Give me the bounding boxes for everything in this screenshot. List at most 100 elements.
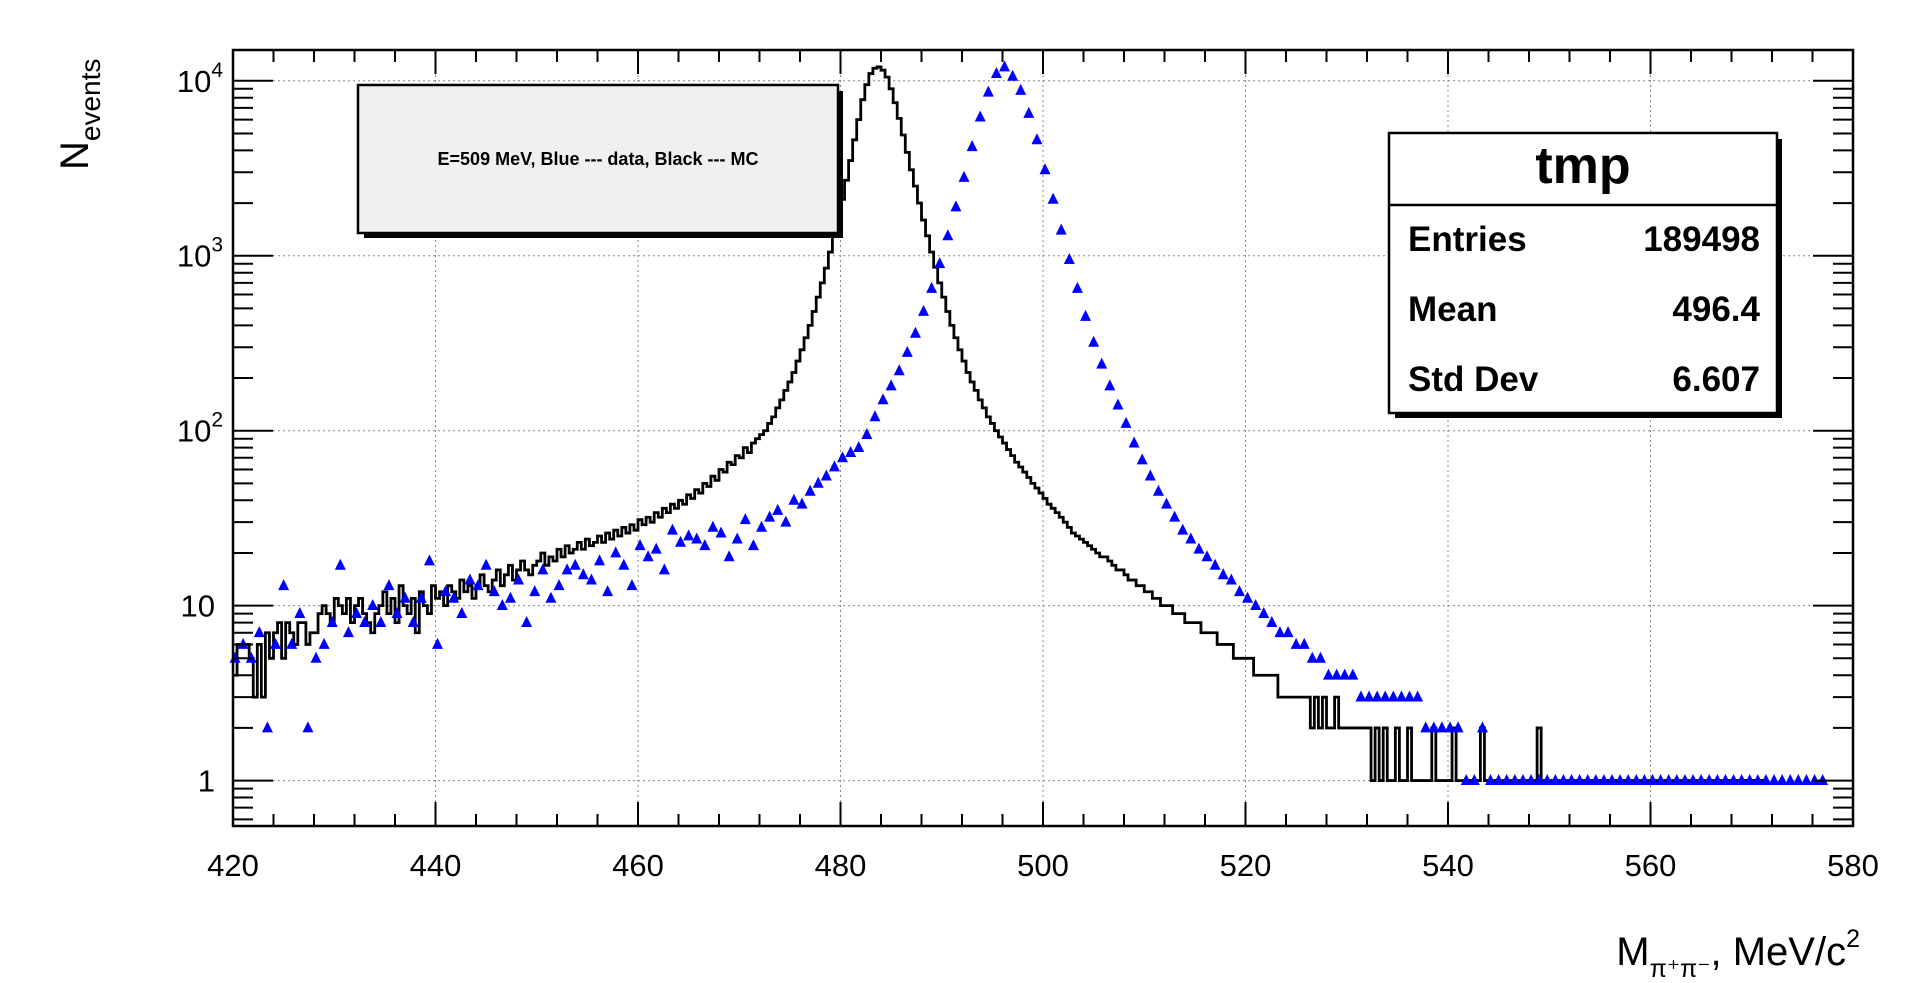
y-axis-title-subscript: events [75,59,106,142]
x-tick-label: 520 [1220,848,1272,883]
x-axis-title-subscript: π⁺π⁻ [1650,955,1711,983]
data-point [1533,773,1545,785]
data-point [1201,550,1213,562]
data-point [569,558,581,570]
data-point [958,170,970,182]
data-point [1331,668,1343,680]
data-point [504,591,516,603]
data-point [885,379,897,391]
data-point [901,345,913,357]
data-point [1452,721,1464,733]
data-point [658,563,670,575]
data-point [634,539,646,551]
data-point [1039,163,1051,175]
data-point [1120,416,1132,428]
data-point [1266,615,1278,627]
data-point [999,60,1011,72]
data-point [1728,773,1740,785]
data-point [707,520,719,532]
x-axis-title-main: M [1616,930,1649,974]
x-axis-title: Mπ⁺π⁻, MeV/c2 [1616,925,1860,983]
data-point [488,585,500,597]
data-point [1525,773,1537,785]
data-point [602,585,614,597]
stats-label-stddev: Std Dev [1408,360,1539,399]
data-point [1655,773,1667,785]
data-point [1258,607,1270,619]
y-tick-label: 104 [177,59,223,99]
data-point [1185,532,1197,544]
data-point [1169,510,1181,522]
data-point [440,585,452,597]
data-point [780,515,792,527]
stats-label-entries: Entries [1408,220,1527,259]
data-point [1436,721,1448,733]
data-point [1809,773,1821,785]
data-point [1242,591,1254,603]
data-point [1412,690,1424,702]
data-point [1104,379,1116,391]
data-point [245,651,257,663]
data-point [642,550,654,562]
x-tick-label: 440 [410,848,462,883]
data-point [1566,773,1578,785]
data-point [804,484,816,496]
data-point [1031,133,1043,145]
data-point [1225,573,1237,585]
data-point [1112,398,1124,410]
data-point [1161,497,1173,509]
data-point [1647,773,1659,785]
data-point [577,568,589,580]
mc-step-line [233,65,1768,782]
data-point [1792,773,1804,785]
data-point [1420,721,1432,733]
data-point [982,85,994,97]
y-tick-label: 1 [198,764,215,799]
data-point [1395,690,1407,702]
x-tick-label: 580 [1827,848,1879,883]
data-point [1217,568,1229,580]
data-point [1355,690,1367,702]
data-point [1541,773,1553,785]
data-point [1671,773,1683,785]
data-point [618,558,630,570]
data-point [853,441,865,453]
data-point [610,546,622,558]
data-point [1711,773,1723,785]
data-point [1080,309,1092,321]
data-point [650,542,662,554]
data-point [788,493,800,505]
x-tick-label: 420 [207,848,259,883]
data-point [675,535,687,547]
data-point [1096,357,1108,369]
data-point [294,607,306,619]
data-point [1347,668,1359,680]
data-point [1736,773,1748,785]
data-point [561,563,573,575]
y-tick-exponent: 3 [211,234,223,257]
data-point [1314,651,1326,663]
data-point [1136,453,1148,465]
data-point [1387,690,1399,702]
y-axis-title: Nevents [53,59,106,170]
y-tick-label: 103 [177,234,223,274]
data-point [1282,626,1294,638]
data-point [1404,690,1416,702]
data-point [253,626,265,638]
data-point [626,579,638,591]
y-tick-label: 10 [181,589,215,624]
data-point [1614,773,1626,785]
data-point [942,229,954,241]
data-point [1679,773,1691,785]
data-point [1250,599,1262,611]
data-point [456,607,468,619]
data-point [756,520,768,532]
y-tick-base: 10 [177,64,211,99]
data-point [1071,281,1083,293]
stats-value-stddev: 6.607 [1672,360,1760,399]
data-point [1744,773,1756,785]
data-point [1363,690,1375,702]
data-point [1598,773,1610,785]
data-point [1339,668,1351,680]
data-point [407,615,419,627]
